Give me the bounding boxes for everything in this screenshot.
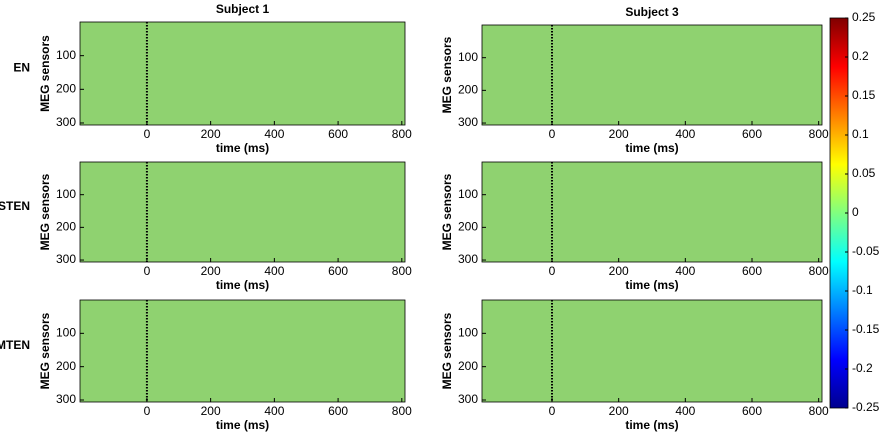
heatmap-field [481,299,823,403]
y-tick-label: 200 [458,83,478,97]
x-tick-label: 600 [742,404,762,418]
y-axis-label: MEG sensors [440,173,454,250]
x-tick-label: 600 [328,264,348,278]
x-axis-label: time (ms) [216,418,269,432]
y-tick-label: 200 [458,359,478,373]
colorbar-tick-label: -0.1 [852,283,873,297]
row-label: MTEN [0,338,30,352]
colorbar-tick-label: -0.2 [852,361,873,375]
y-axis-label: MEG sensors [440,36,454,113]
x-tick-label: 400 [675,127,695,141]
y-tick-label: 100 [56,48,76,62]
x-tick-label: 600 [742,127,762,141]
x-axis-label: time (ms) [216,141,269,155]
heatmap-field [79,299,406,403]
colorbar-tick-label: -0.05 [852,244,880,258]
x-tick-label: 200 [201,404,221,418]
x-tick-label: 600 [328,404,348,418]
x-tick-label: 0 [144,264,151,278]
x-tick-label: 800 [392,127,412,141]
x-tick-label: 400 [264,264,284,278]
x-tick-label: 600 [328,127,348,141]
panel-title: Subject 1 [216,2,270,16]
x-tick-label: 800 [809,404,829,418]
x-tick-label: 0 [549,127,556,141]
y-tick-label: 300 [56,252,76,266]
colorbar-tick-label: 0.15 [852,88,876,102]
colorbar-tick-label: 0.05 [852,166,876,180]
y-tick-label: 300 [56,115,76,129]
x-tick-label: 600 [742,264,762,278]
colorbar-tick-label: 0.25 [852,10,876,24]
x-tick-label: 0 [144,127,151,141]
y-axis-label: MEG sensors [38,312,52,389]
x-axis-label: time (ms) [625,278,678,292]
x-tick-label: 200 [609,264,629,278]
x-tick-label: 800 [392,264,412,278]
y-tick-label: 200 [56,359,76,373]
y-tick-label: 100 [458,187,478,201]
x-axis-label: time (ms) [216,278,269,292]
row-label: EN [13,61,30,75]
y-tick-label: 300 [56,392,76,406]
colorbar-tick-label: 0.2 [852,49,869,63]
x-tick-label: 400 [675,264,695,278]
colorbar-tick-label: 0 [852,205,859,219]
x-tick-label: 200 [201,264,221,278]
x-axis-label: time (ms) [625,141,678,155]
y-tick-label: 300 [458,252,478,266]
y-tick-label: 100 [56,187,76,201]
y-tick-label: 200 [56,81,76,95]
y-axis-label: MEG sensors [38,173,52,250]
y-tick-label: 300 [458,115,478,129]
y-axis-label: MEG sensors [440,312,454,389]
x-tick-label: 800 [392,404,412,418]
x-tick-label: 0 [144,404,151,418]
x-tick-label: 200 [609,404,629,418]
x-tick-label: 400 [264,404,284,418]
x-tick-label: 200 [201,127,221,141]
x-tick-label: 800 [809,127,829,141]
heatmap-field [481,161,823,263]
x-tick-label: 400 [675,404,695,418]
heatmap-field [79,21,406,126]
colorbar-tick-label: 0.1 [852,127,869,141]
x-tick-label: 0 [549,404,556,418]
x-tick-label: 200 [609,127,629,141]
x-tick-label: 0 [549,264,556,278]
colorbar-tick-label: -0.15 [852,322,880,336]
colorbar-tick-label: -0.25 [852,400,880,414]
row-label: STEN [0,199,30,213]
x-tick-label: 800 [809,264,829,278]
y-axis-label: MEG sensors [38,35,52,112]
x-axis-label: time (ms) [625,418,678,432]
x-tick-label: 400 [264,127,284,141]
heatmap-field [481,24,823,126]
y-tick-label: 300 [458,392,478,406]
y-tick-label: 100 [56,326,76,340]
panel-title: Subject 3 [625,5,679,19]
heatmap-field [79,161,406,263]
y-tick-label: 200 [56,220,76,234]
y-tick-label: 200 [458,220,478,234]
y-tick-label: 100 [458,50,478,64]
y-tick-label: 100 [458,326,478,340]
